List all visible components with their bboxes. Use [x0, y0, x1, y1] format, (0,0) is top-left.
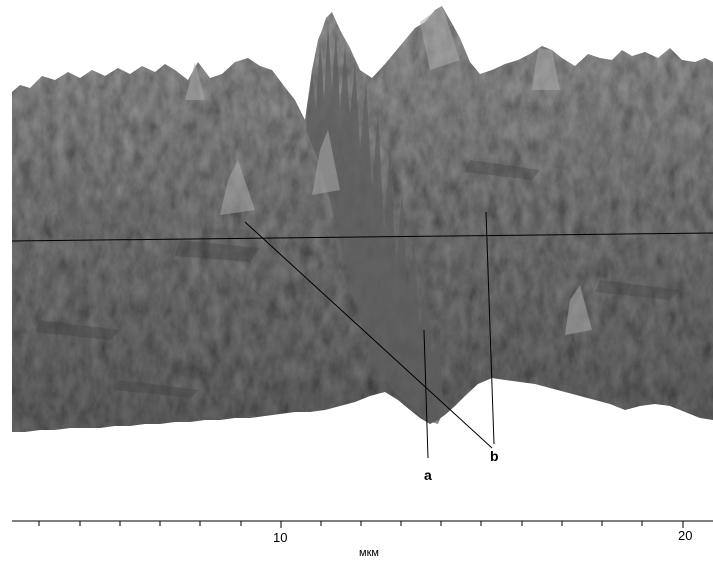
- x-axis-minor-ticks: [38, 521, 643, 526]
- x-axis-unit: мкм: [359, 547, 379, 559]
- leader-line-a: [423, 329, 429, 459]
- x-tick-label-10: 10: [273, 530, 287, 545]
- x-tick-label-20: 20: [678, 528, 692, 543]
- x-axis: 10 20 мкм: [12, 520, 713, 559]
- central-ridge: [306, 22, 444, 424]
- leader-line-b-diagonal: [244, 221, 493, 449]
- horizontal-line: [11, 232, 713, 242]
- surface-3d: [12, 6, 713, 432]
- leader-line-b-vertical: [485, 211, 495, 445]
- label-a: a: [424, 467, 432, 483]
- label-b: b: [490, 448, 499, 464]
